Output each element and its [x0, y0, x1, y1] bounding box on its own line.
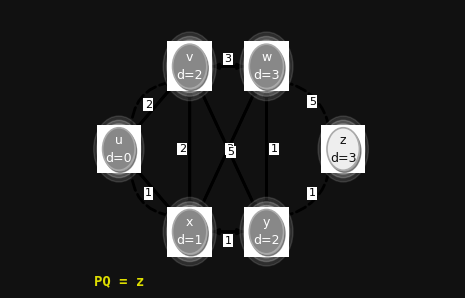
FancyArrowPatch shape — [199, 89, 256, 211]
FancyArrowPatch shape — [200, 87, 257, 209]
Text: 1: 1 — [225, 235, 232, 246]
Ellipse shape — [240, 197, 293, 266]
Text: v
d=2: v d=2 — [176, 51, 203, 82]
FancyBboxPatch shape — [244, 207, 289, 257]
FancyBboxPatch shape — [167, 207, 213, 257]
FancyArrowPatch shape — [212, 229, 241, 234]
Ellipse shape — [174, 46, 208, 91]
Ellipse shape — [251, 212, 285, 256]
Ellipse shape — [251, 46, 285, 91]
FancyArrowPatch shape — [200, 89, 257, 211]
Text: 1: 1 — [309, 188, 316, 198]
Ellipse shape — [166, 36, 213, 96]
Text: 1: 1 — [145, 188, 152, 198]
Ellipse shape — [104, 130, 137, 172]
Text: 2: 2 — [179, 144, 186, 154]
FancyArrowPatch shape — [199, 87, 256, 209]
Ellipse shape — [103, 128, 135, 170]
Text: 2: 2 — [145, 100, 152, 110]
FancyArrowPatch shape — [264, 89, 269, 206]
Ellipse shape — [246, 40, 286, 92]
Ellipse shape — [240, 32, 293, 101]
FancyArrowPatch shape — [133, 86, 173, 132]
Text: 1: 1 — [270, 144, 277, 154]
Ellipse shape — [249, 44, 284, 89]
Ellipse shape — [243, 202, 290, 262]
Text: 5: 5 — [227, 147, 234, 157]
Ellipse shape — [166, 202, 213, 262]
Text: 3: 3 — [226, 144, 233, 154]
Ellipse shape — [93, 116, 144, 182]
FancyArrowPatch shape — [212, 64, 241, 69]
Ellipse shape — [173, 44, 207, 89]
FancyBboxPatch shape — [167, 41, 213, 91]
Ellipse shape — [169, 40, 210, 92]
FancyArrowPatch shape — [264, 92, 269, 209]
FancyBboxPatch shape — [97, 125, 140, 173]
Ellipse shape — [163, 197, 216, 266]
FancyBboxPatch shape — [244, 41, 289, 91]
Ellipse shape — [318, 116, 368, 182]
Text: y
d=2: y d=2 — [253, 216, 280, 247]
FancyBboxPatch shape — [321, 125, 365, 173]
Ellipse shape — [173, 209, 207, 254]
FancyArrowPatch shape — [187, 89, 192, 206]
FancyArrowPatch shape — [283, 81, 331, 129]
Text: 3: 3 — [225, 54, 232, 64]
FancyArrowPatch shape — [283, 169, 331, 217]
Ellipse shape — [249, 209, 284, 254]
Text: z
d=3: z d=3 — [330, 134, 357, 164]
Text: u
d=0: u d=0 — [106, 134, 132, 164]
Ellipse shape — [324, 124, 362, 174]
FancyArrowPatch shape — [187, 92, 192, 209]
Ellipse shape — [243, 36, 290, 96]
Ellipse shape — [174, 212, 208, 256]
Ellipse shape — [169, 206, 210, 258]
Ellipse shape — [327, 128, 359, 170]
Ellipse shape — [163, 32, 216, 101]
Ellipse shape — [246, 206, 286, 258]
FancyArrowPatch shape — [131, 81, 171, 132]
FancyArrowPatch shape — [131, 166, 171, 217]
Text: w
d=3: w d=3 — [253, 51, 280, 82]
FancyArrowPatch shape — [135, 168, 175, 215]
Text: x
d=1: x d=1 — [176, 216, 203, 247]
FancyArrowPatch shape — [133, 166, 173, 212]
FancyArrowPatch shape — [135, 83, 175, 130]
Ellipse shape — [100, 124, 138, 174]
Text: PQ = z: PQ = z — [94, 274, 144, 288]
FancyArrowPatch shape — [215, 229, 244, 234]
Ellipse shape — [328, 130, 361, 172]
Text: 5: 5 — [309, 97, 316, 107]
Ellipse shape — [321, 120, 365, 178]
FancyArrowPatch shape — [215, 64, 244, 69]
Ellipse shape — [97, 120, 141, 178]
